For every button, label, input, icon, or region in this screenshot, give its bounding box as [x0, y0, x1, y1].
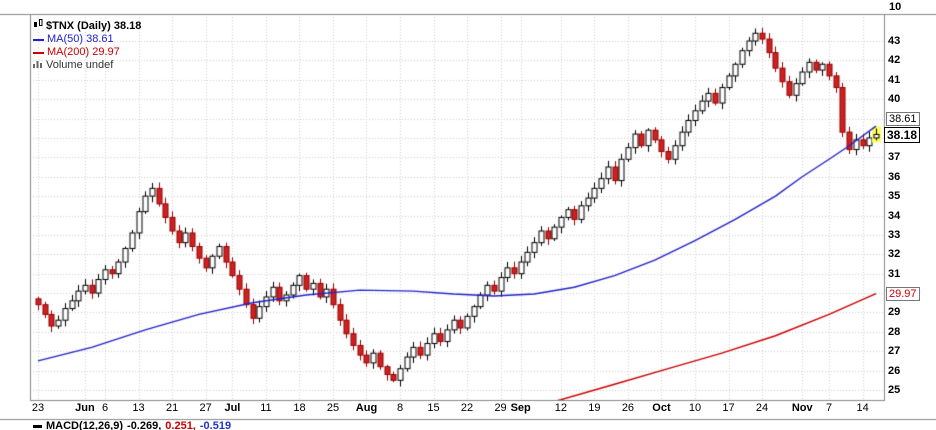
y-axis-label: 43 [888, 35, 901, 47]
x-axis-label: 7 [826, 402, 833, 414]
y-axis-label: 26 [888, 364, 901, 377]
legend-volume-row: Volume undef [33, 59, 141, 72]
legend-ma50-row: MA(50) 38.61 [33, 33, 141, 46]
y-axis-label: 31 [888, 267, 901, 280]
legend-ma200-text: MA(200) 29.97 [47, 46, 120, 58]
x-axis-label: 17 [722, 402, 735, 414]
y-axis-label: 25 [888, 384, 901, 397]
x-axis-label: 15 [427, 402, 440, 414]
y-axis-label: 37 [888, 151, 901, 164]
macd-legend-row: MACD(12,26,9) -0.269, 0.251, -0.519 [33, 420, 231, 430]
legend-ma200-row: MA(200) 29.97 [33, 46, 141, 59]
candlestick-icon [33, 19, 43, 33]
x-axis-label: 26 [621, 402, 635, 414]
y-axis-label: 42 [888, 54, 901, 67]
x-axis-label: Sep [510, 402, 531, 414]
x-axis-label: 25 [326, 402, 340, 414]
y-axis-label: 35 [888, 190, 901, 203]
x-axis-label: 13 [132, 402, 145, 414]
x-axis-label: 22 [460, 402, 474, 414]
x-axis-label: 29 [494, 402, 507, 414]
x-axis-label: 10 [688, 402, 702, 414]
x-axis-label: 19 [588, 402, 601, 414]
ma200-line-swatch [33, 51, 44, 54]
legend-symbol-row: $TNX (Daily) 38.18 [33, 19, 141, 33]
y-axis-label: 36 [888, 170, 901, 183]
upper-panel-axis-label: 10 [889, 1, 902, 13]
y-axis-label: 33 [888, 228, 901, 241]
chart-legend: $TNX (Daily) 38.18 MA(50) 38.61 MA(200) … [33, 19, 141, 72]
y-axis-label: 27 [888, 345, 901, 358]
macd-label: MACD(12,26,9) [46, 420, 124, 430]
y-axis-label: 41 [888, 73, 901, 86]
x-axis-label: Aug [355, 402, 378, 414]
y-axis-label: 29 [888, 306, 901, 319]
legend-ma50-text: MA(50) 38.61 [47, 33, 114, 45]
ma50-line-swatch [33, 38, 44, 41]
y-axis-label: 40 [888, 93, 901, 106]
macd-value-2: 0.251, [165, 420, 196, 430]
x-axis-label: 12 [554, 402, 568, 414]
x-axis-label: Oct [652, 402, 671, 414]
x-axis-label: 14 [856, 402, 869, 414]
macd-value-1: -0.269, [127, 420, 162, 430]
x-axis-label: Jul [224, 402, 241, 414]
x-axis-label: Nov [791, 402, 813, 414]
x-axis-label: 18 [293, 402, 306, 414]
x-axis-label: 27 [199, 402, 212, 414]
legend-volume-text: Volume undef [46, 59, 114, 71]
x-axis-label: 23 [31, 402, 45, 414]
x-axis-label: Jun [75, 402, 95, 414]
volume-bars-icon [33, 59, 43, 72]
x-axis-label: 8 [396, 402, 404, 414]
x-axis-label: 6 [101, 402, 109, 414]
y-axis-label: 32 [888, 248, 901, 261]
last-price-axis-label: 38.18 [884, 127, 921, 143]
x-axis-label: 24 [755, 402, 769, 414]
y-axis-label: 28 [888, 325, 901, 338]
macd-line-swatch [33, 424, 42, 428]
y-axis-label: 34 [888, 209, 901, 222]
legend-symbol-text: $TNX (Daily) 38.18 [46, 19, 142, 32]
ma200-axis-label: 29.97 [886, 287, 920, 301]
x-axis-label: 21 [165, 402, 179, 414]
ma50-axis-label: 38.61 [886, 112, 920, 126]
x-axis-label: 11 [260, 402, 272, 414]
macd-value-3: -0.519 [199, 420, 232, 430]
